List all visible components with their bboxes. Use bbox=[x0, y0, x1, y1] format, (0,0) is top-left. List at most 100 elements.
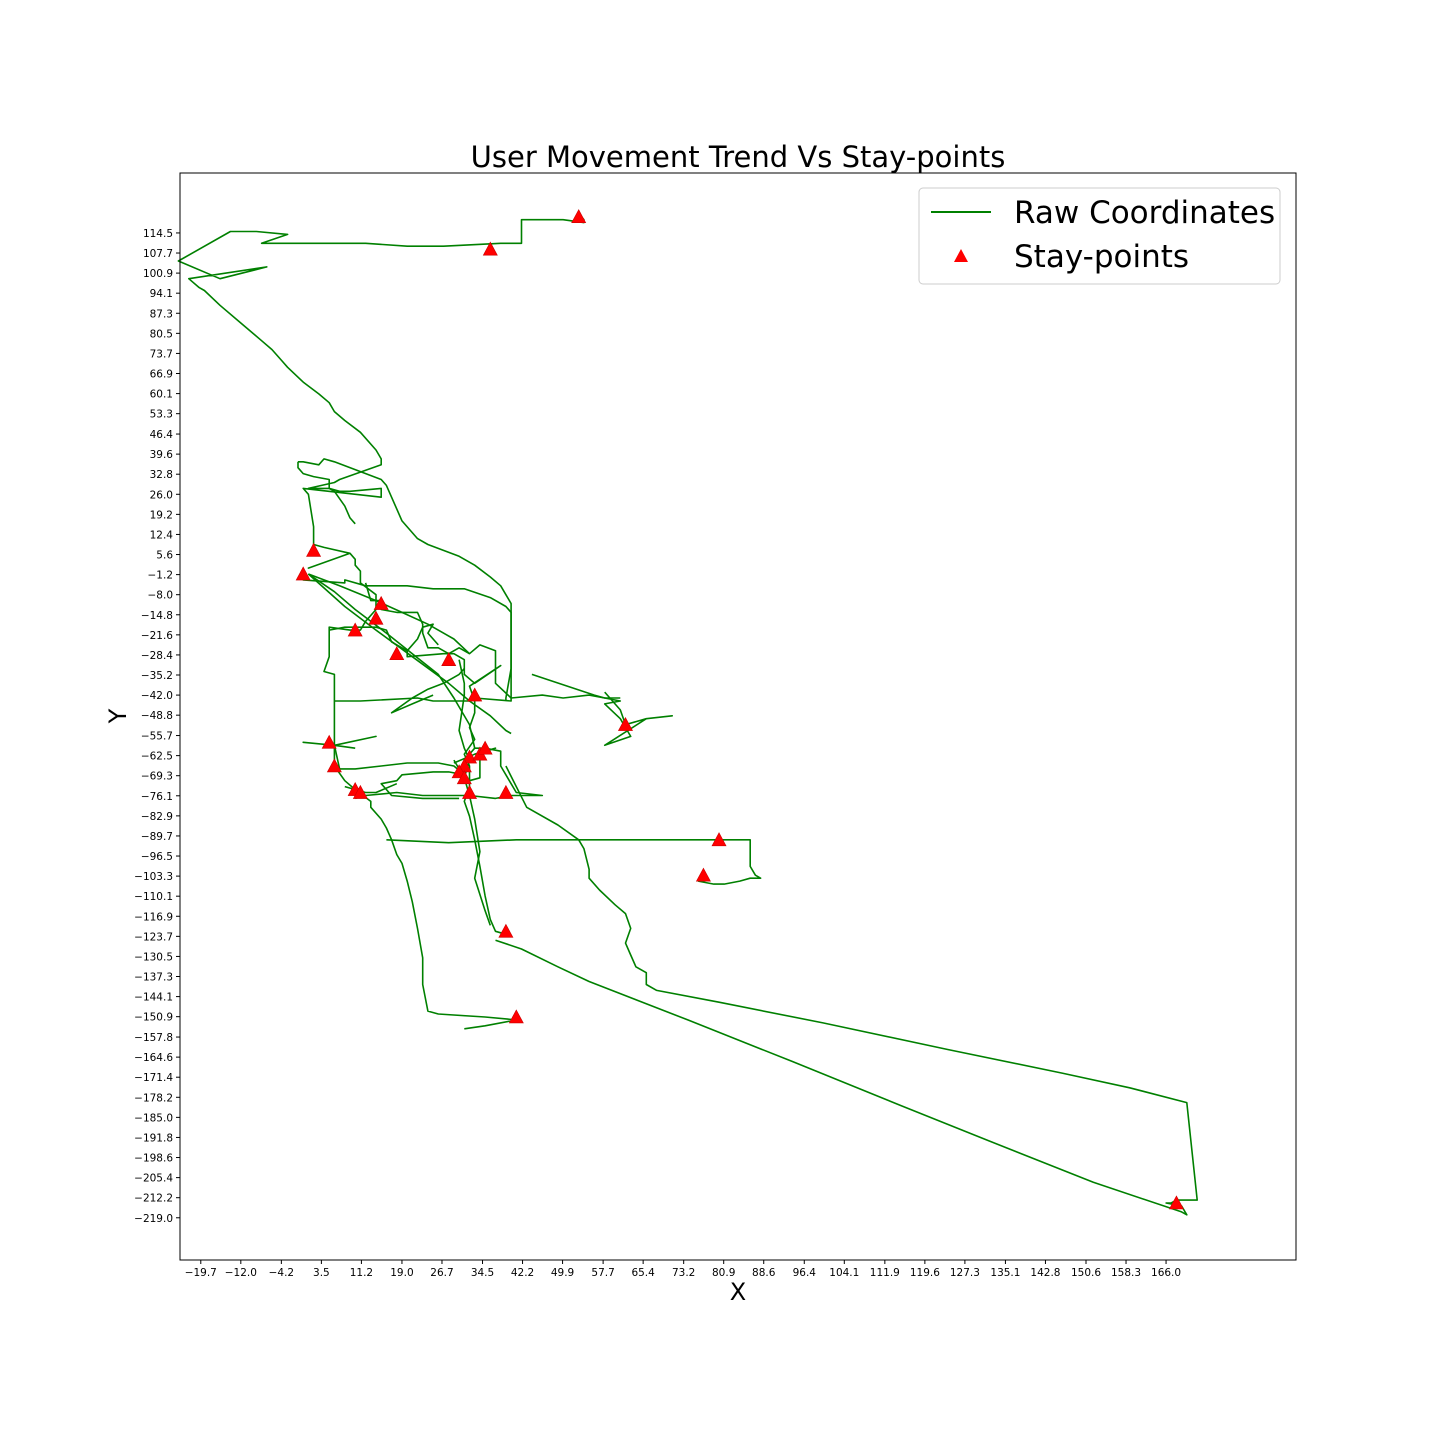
raw-coordinates-path bbox=[495, 765, 1198, 1216]
y-tick-label: −69.3 bbox=[141, 771, 173, 783]
y-tick-label: −110.1 bbox=[134, 891, 173, 903]
y-tick-label: 100.9 bbox=[143, 268, 173, 280]
y-tick-label: −164.6 bbox=[134, 1052, 173, 1064]
stay-point-marker bbox=[498, 784, 514, 799]
stay-point-marker bbox=[326, 758, 342, 773]
y-tick-label: 32.8 bbox=[150, 469, 173, 481]
y-tick-label: −130.5 bbox=[134, 951, 173, 963]
y-tick-label: −21.6 bbox=[141, 630, 173, 642]
y-tick-label: 19.2 bbox=[150, 509, 173, 521]
stay-point-marker bbox=[498, 923, 514, 938]
raw-coordinates-path bbox=[364, 582, 674, 747]
stay-point-marker bbox=[508, 1009, 524, 1024]
raw-coordinates-path bbox=[390, 667, 465, 714]
raw-coordinates-path bbox=[307, 573, 476, 749]
y-tick-label: 5.6 bbox=[156, 550, 173, 562]
y-tick-label: 12.4 bbox=[150, 529, 174, 541]
x-tick-label: 158.3 bbox=[1111, 1267, 1141, 1279]
y-tick-label: −62.5 bbox=[141, 751, 173, 763]
stay-point-marker bbox=[368, 610, 384, 625]
x-tick-label: 3.5 bbox=[313, 1267, 330, 1279]
stay-point-marker bbox=[695, 867, 711, 882]
y-tick-label: −42.0 bbox=[141, 690, 173, 702]
y-tick-label: −205.4 bbox=[134, 1173, 173, 1185]
y-tick-label: 87.3 bbox=[150, 308, 173, 320]
stay-point-marker bbox=[441, 652, 457, 666]
y-tick-label: −28.4 bbox=[141, 650, 173, 662]
x-tick-label: 88.6 bbox=[752, 1267, 776, 1279]
x-tick-label: 57.7 bbox=[591, 1267, 614, 1279]
y-tick-label: 80.5 bbox=[150, 328, 173, 340]
series-layer bbox=[177, 209, 1198, 1216]
y-tick-label: −1.2 bbox=[148, 570, 174, 582]
x-tick-label: 34.5 bbox=[471, 1267, 494, 1279]
y-tick-label: −8.0 bbox=[148, 590, 174, 602]
stay-point-marker bbox=[467, 687, 483, 702]
y-axis: 114.5 107.7 100.9 94.1 87.3 80.5 73.7 66.9 60.1 5… bbox=[134, 228, 180, 1225]
stay-point-marker bbox=[617, 716, 633, 731]
legend-stay-points-label: Stay-points bbox=[1014, 239, 1189, 275]
y-tick-label: 94.1 bbox=[150, 288, 173, 300]
x-axis-title: X bbox=[730, 1278, 746, 1306]
y-tick-label: −171.4 bbox=[134, 1072, 173, 1084]
y-tick-label: −89.7 bbox=[141, 831, 173, 843]
x-tick-label: 26.7 bbox=[430, 1267, 453, 1279]
y-tick-label: −14.8 bbox=[141, 610, 173, 622]
legend-stay-points-swatch bbox=[954, 249, 968, 262]
x-tick-label: 19.0 bbox=[390, 1267, 413, 1279]
x-tick-label: 80.9 bbox=[712, 1267, 735, 1279]
stay-point-marker bbox=[462, 784, 478, 799]
y-tick-label: −219.0 bbox=[134, 1213, 173, 1225]
stay-point-marker bbox=[352, 784, 368, 799]
x-tick-label: 166.0 bbox=[1151, 1267, 1181, 1279]
y-tick-label: −96.5 bbox=[141, 851, 173, 863]
stay-point-marker bbox=[295, 566, 311, 581]
stay-point-marker bbox=[347, 622, 363, 637]
y-tick-label: −116.9 bbox=[134, 911, 173, 923]
x-tick-label: −4.2 bbox=[269, 1267, 295, 1279]
x-tick-label: 135.1 bbox=[990, 1267, 1020, 1279]
y-tick-label: 46.4 bbox=[150, 429, 174, 441]
y-tick-label: −150.9 bbox=[134, 1012, 173, 1024]
y-tick-label: −35.2 bbox=[141, 670, 173, 682]
y-tick-label: 73.7 bbox=[150, 348, 173, 360]
y-tick-label: 66.9 bbox=[150, 369, 173, 381]
y-axis-title: Y bbox=[104, 708, 132, 724]
raw-coordinates-path bbox=[406, 623, 439, 652]
x-tick-label: 42.2 bbox=[511, 1267, 534, 1279]
y-tick-label: 107.7 bbox=[143, 248, 173, 260]
legend-raw-coordinates-label: Raw Coordinates bbox=[1014, 195, 1275, 231]
stay-point-marker bbox=[306, 542, 322, 557]
y-tick-label: −212.2 bbox=[134, 1193, 173, 1205]
y-tick-label: −185.0 bbox=[134, 1112, 173, 1124]
x-tick-label: 65.4 bbox=[631, 1267, 655, 1279]
y-tick-label: −48.8 bbox=[141, 710, 173, 722]
stay-point-marker bbox=[456, 770, 472, 785]
legend: Raw Coordinates Stay-points bbox=[918, 187, 1281, 285]
x-axis: −19.7 −12.0 −4.2 3.5 11.2 19.0 26.7 34.5 42.2 49.… bbox=[185, 1260, 1181, 1279]
x-tick-label: −12.0 bbox=[225, 1267, 257, 1279]
y-tick-label: −82.9 bbox=[141, 811, 173, 823]
stay-point-marker bbox=[477, 740, 493, 755]
stay-point-marker bbox=[1168, 1195, 1184, 1210]
y-tick-label: −55.7 bbox=[141, 731, 173, 743]
x-tick-label: 111.9 bbox=[870, 1267, 900, 1279]
y-tick-label: −198.6 bbox=[134, 1153, 173, 1165]
x-tick-label: 96.4 bbox=[793, 1267, 817, 1279]
y-tick-label: −76.1 bbox=[141, 791, 173, 803]
y-tick-label: 53.3 bbox=[150, 409, 173, 421]
y-tick-label: 60.1 bbox=[150, 389, 173, 401]
x-tick-label: 49.9 bbox=[551, 1267, 574, 1279]
x-tick-label: 73.2 bbox=[672, 1267, 695, 1279]
x-tick-label: 104.1 bbox=[829, 1267, 859, 1279]
x-tick-label: 119.6 bbox=[910, 1267, 940, 1279]
y-tick-label: 114.5 bbox=[143, 228, 173, 240]
plot-frame bbox=[179, 172, 1297, 1261]
raw-coordinates-path bbox=[302, 735, 466, 800]
x-tick-label: −19.7 bbox=[185, 1267, 217, 1279]
y-tick-label: 26.0 bbox=[150, 489, 173, 501]
stay-point-marker bbox=[389, 646, 405, 661]
x-tick-label: 150.6 bbox=[1071, 1267, 1101, 1279]
stay-point-marker bbox=[482, 241, 498, 256]
x-tick-label: 142.8 bbox=[1030, 1267, 1060, 1279]
